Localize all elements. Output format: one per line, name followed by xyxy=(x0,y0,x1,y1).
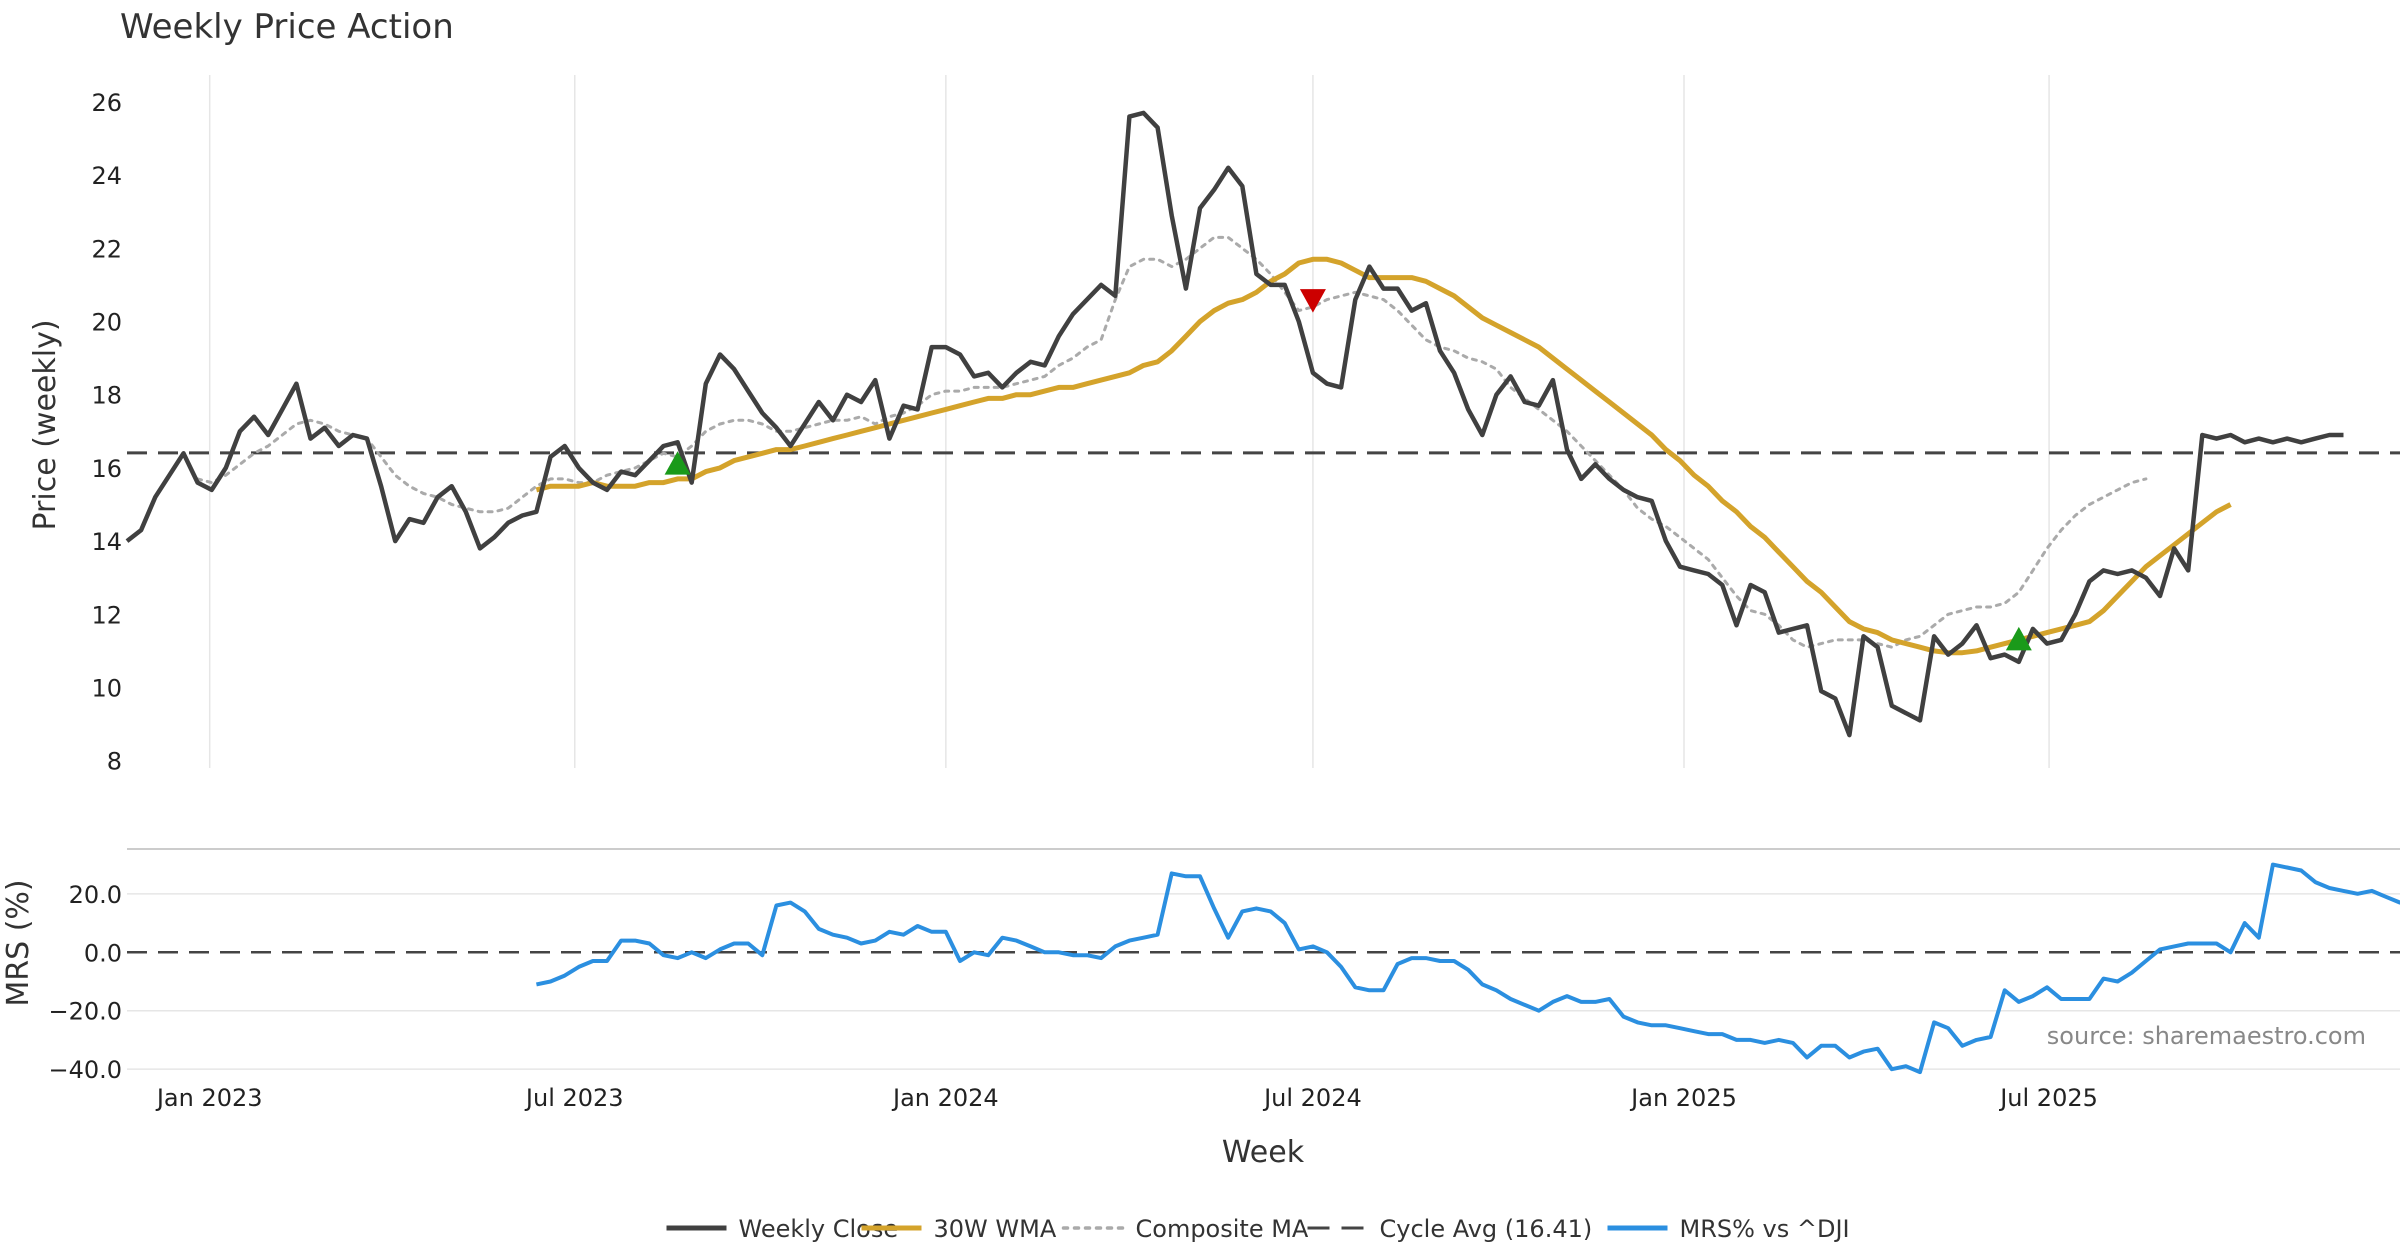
price-y-tick-label: 24 xyxy=(91,162,122,190)
legend: Weekly Close 30W WMA Composite MA Cycle Avg… xyxy=(666,1215,1850,1243)
mrs-y-ticks: −40.0 −20.0 0.0 20.0 xyxy=(48,881,122,1084)
price-y-tick-label: 10 xyxy=(91,674,122,702)
wma-30w-line xyxy=(535,256,2232,656)
mrs-series-group xyxy=(535,862,2400,1075)
mrs-line xyxy=(535,862,2400,1075)
x-ticks: Jan 2023 Jul 2023 Jan 2024 Jul 2024 Jan 2025… xyxy=(155,1084,2098,1112)
price-y-tick-label: 22 xyxy=(91,235,122,263)
price-y-tick-label: 18 xyxy=(91,382,122,410)
price-y-axis-label: Price (weekly) xyxy=(28,319,63,530)
price-y-ticks: 8 10 12 14 16 18 20 22 24 26 xyxy=(91,89,122,776)
legend-label: Cycle Avg (16.41) xyxy=(1380,1215,1593,1243)
price-series-group xyxy=(125,110,2344,738)
price-y-tick-label: 12 xyxy=(91,601,122,629)
mrs-y-axis-label: MRS (%) xyxy=(1,879,36,1006)
x-tick-label: Jul 2023 xyxy=(524,1084,624,1112)
x-tick-label: Jan 2023 xyxy=(155,1084,263,1112)
x-tick-label: Jul 2024 xyxy=(1262,1084,1362,1112)
legend-label: MRS% vs ^DJI xyxy=(1680,1215,1850,1243)
price-y-tick-label: 14 xyxy=(91,528,122,556)
weekly-close-line xyxy=(125,110,2344,738)
buy-signal-marker xyxy=(664,451,691,475)
buy-signal-marker xyxy=(2005,626,2032,651)
mrs-y-tick-label: 0.0 xyxy=(84,939,122,967)
price-grid xyxy=(208,75,2050,768)
x-axis-label: Week xyxy=(1222,1135,1305,1170)
price-y-tick-label: 16 xyxy=(91,455,122,483)
x-tick-label: Jul 2025 xyxy=(1998,1084,2098,1112)
mrs-y-tick-label: 20.0 xyxy=(69,881,122,909)
mrs-y-tick-label: −20.0 xyxy=(48,998,122,1026)
price-y-tick-label: 8 xyxy=(107,748,122,776)
source-note: source: sharemaestro.com xyxy=(2047,1022,2366,1050)
price-y-tick-label: 26 xyxy=(91,89,122,117)
x-tick-label: Jan 2025 xyxy=(1629,1084,1737,1112)
mrs-y-tick-label: −40.0 xyxy=(48,1056,122,1084)
x-tick-label: Jan 2024 xyxy=(891,1084,999,1112)
legend-label: 30W WMA xyxy=(934,1215,1057,1243)
composite-ma-line xyxy=(196,235,2148,649)
legend-label: Composite MA xyxy=(1136,1215,1309,1243)
chart-title: Weekly Price Action xyxy=(120,7,454,47)
mrs-grid xyxy=(127,893,2400,1070)
price-y-tick-label: 20 xyxy=(91,309,122,337)
sell-signal-marker xyxy=(1299,289,1326,313)
signal-markers xyxy=(664,289,2032,651)
